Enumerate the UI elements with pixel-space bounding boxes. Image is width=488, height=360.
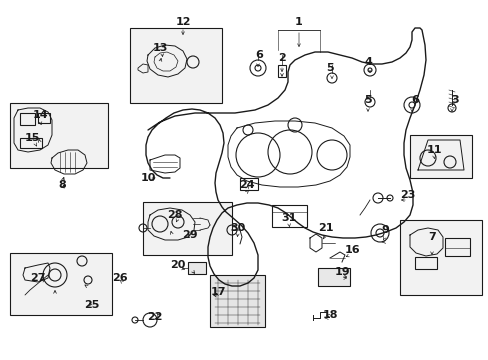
Bar — [409, 135, 471, 178]
Bar — [130, 28, 222, 103]
Bar — [10, 253, 112, 315]
Text: 31: 31 — [281, 213, 296, 223]
Text: 17: 17 — [210, 287, 225, 297]
Text: 28: 28 — [167, 210, 183, 220]
Text: 15: 15 — [24, 133, 40, 143]
Text: 1: 1 — [295, 17, 302, 27]
Text: 27: 27 — [30, 273, 46, 283]
Text: 2: 2 — [278, 53, 285, 63]
Text: 20: 20 — [170, 260, 185, 270]
Text: 30: 30 — [230, 223, 245, 233]
Bar — [278, 65, 285, 77]
Text: 25: 25 — [84, 300, 100, 310]
Text: 4: 4 — [364, 57, 371, 67]
Text: 6: 6 — [410, 95, 418, 105]
Bar — [187, 262, 205, 274]
Text: 26: 26 — [112, 273, 127, 283]
Text: 14: 14 — [32, 110, 48, 120]
Text: 23: 23 — [400, 190, 415, 200]
Text: 9: 9 — [380, 225, 388, 235]
Bar — [20, 138, 42, 148]
Text: 22: 22 — [147, 312, 163, 322]
Bar — [20, 113, 35, 125]
Text: 5: 5 — [325, 63, 333, 73]
Text: 3: 3 — [450, 95, 458, 105]
Text: 12: 12 — [175, 17, 190, 27]
Text: 10: 10 — [140, 173, 155, 183]
Text: 13: 13 — [152, 43, 167, 53]
Bar — [209, 275, 264, 327]
Text: 11: 11 — [426, 145, 441, 155]
Text: 5: 5 — [364, 95, 371, 105]
Bar — [240, 178, 258, 190]
Text: 19: 19 — [334, 267, 350, 277]
Bar — [271, 205, 306, 227]
Text: 6: 6 — [255, 50, 263, 60]
Text: 18: 18 — [322, 310, 337, 320]
Text: 7: 7 — [427, 232, 435, 242]
Bar — [399, 220, 481, 295]
Text: 21: 21 — [318, 223, 333, 233]
Bar — [142, 202, 231, 255]
Text: 29: 29 — [182, 230, 198, 240]
Text: 8: 8 — [58, 180, 66, 190]
Bar — [317, 268, 349, 286]
Text: 24: 24 — [239, 180, 254, 190]
Bar — [10, 103, 108, 168]
Bar — [414, 257, 436, 269]
Bar — [38, 113, 50, 123]
Text: 16: 16 — [345, 245, 360, 255]
Bar — [444, 238, 469, 256]
